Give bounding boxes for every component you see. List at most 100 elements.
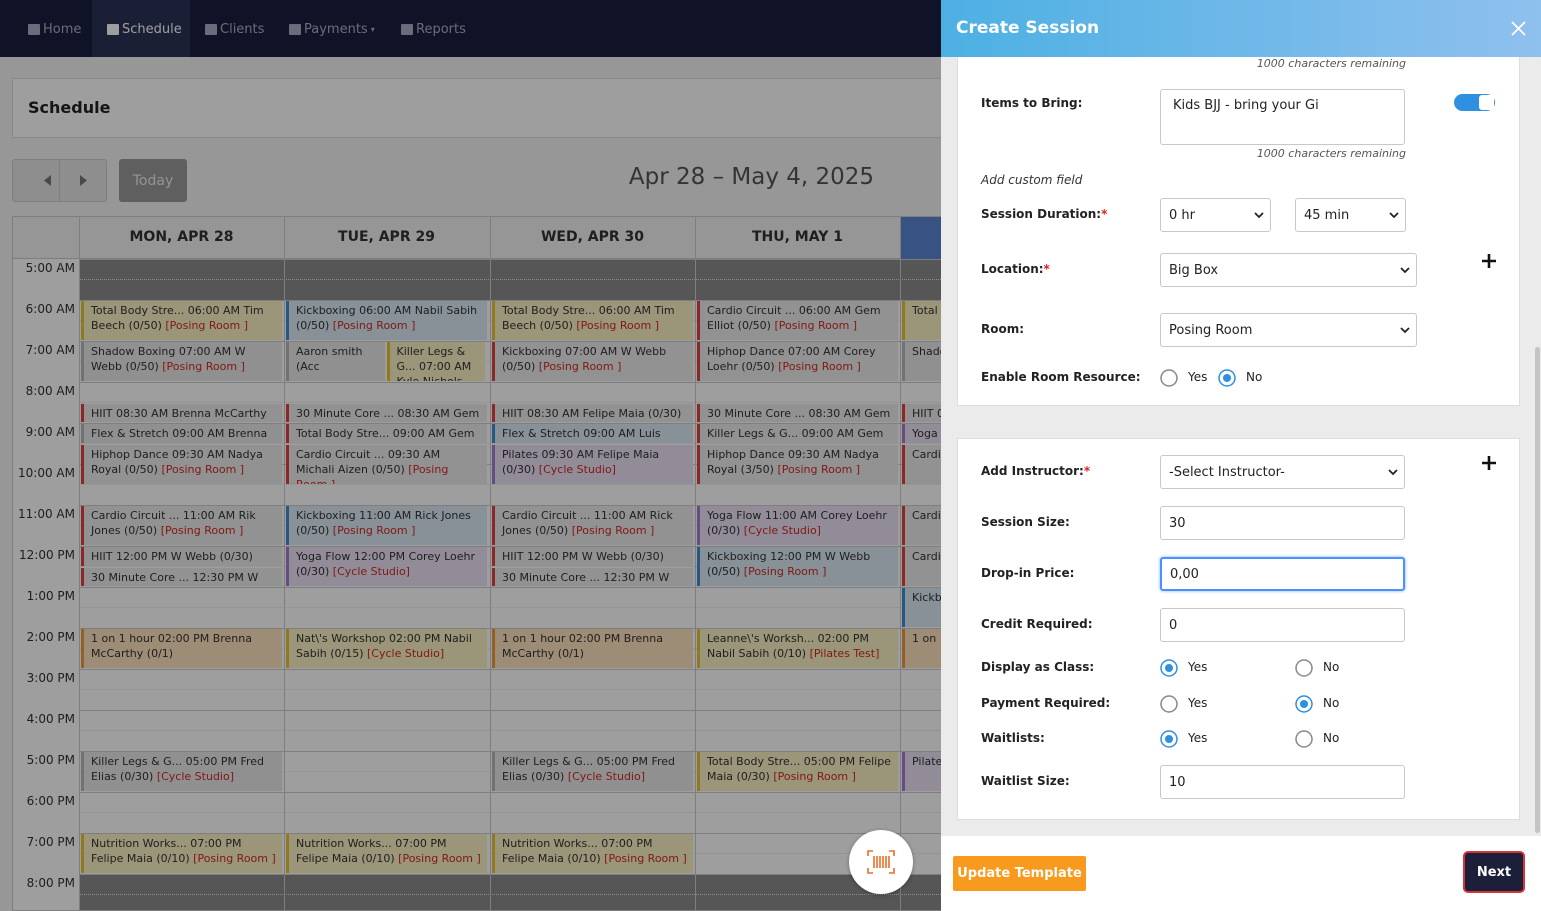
text-input[interactable]: 30 — [1160, 506, 1405, 540]
event[interactable]: HIIT 0 — [902, 403, 951, 422]
event-room: [Posing Room ] — [162, 360, 245, 373]
nav-item[interactable]: Clients — [205, 20, 264, 38]
text-input[interactable]: 0,00 — [1160, 557, 1405, 591]
radio[interactable] — [1159, 694, 1179, 714]
event[interactable]: HIIT 08:30 AM Brenna McCarthy — [81, 403, 282, 422]
barcode-button[interactable] — [849, 830, 913, 894]
custom-field-link[interactable]: Add custom field — [981, 173, 1083, 187]
event[interactable]: Nutrition Works... 07:00 PM Felipe Maia … — [286, 834, 487, 873]
radio[interactable] — [1294, 658, 1314, 678]
event-room: [Posing Room ] — [160, 524, 244, 537]
chevron — [1254, 212, 1264, 219]
input-value: 0 — [1169, 617, 1178, 633]
select-value: -Select Instructor- — [1169, 464, 1285, 480]
event[interactable]: Cardio Circuit ... 09:30 AM Michali Aize… — [286, 444, 487, 484]
half-hour-line — [79, 443, 951, 444]
update-template-button[interactable]: Update Template — [953, 856, 1086, 891]
event[interactable]: Nutrition Works... 07:00 PM Felipe Maia … — [492, 834, 693, 873]
event[interactable]: Killer Legs & G... 09:00 AM Gem — [697, 424, 898, 443]
event[interactable]: HIIT 12:00 PM W Webb (0/30) — [492, 547, 693, 566]
event[interactable]: Kickboxing 06:00 AM Nabil Sabih (0/50) [… — [286, 301, 487, 340]
event[interactable]: 1 on 1 hour 02:00 PM Brenna McCarthy (0/… — [492, 629, 693, 668]
radio[interactable] — [1217, 368, 1237, 388]
event[interactable]: Hiphop Dance 07:00 AM Corey Loehr (0/50)… — [697, 342, 898, 381]
radio[interactable] — [1159, 658, 1179, 678]
event[interactable]: HIIT 12:00 PM W Webb (0/30) — [81, 547, 282, 566]
today-button[interactable]: Today — [119, 159, 187, 202]
field-label: Session Duration:* — [981, 207, 1107, 221]
event[interactable]: Total Body Stre... 09:00 AM Gem — [286, 424, 487, 443]
col-line — [79, 217, 80, 910]
event[interactable]: Total Body Stre... 06:00 AM Tim Beech (0… — [492, 301, 693, 340]
event[interactable]: 30 Minute Core ... 08:30 AM Gem — [286, 403, 487, 422]
event[interactable]: Total Body Stre... 05:00 PM Felipe Maia … — [697, 752, 898, 791]
field-label-text: Room: — [981, 322, 1025, 336]
event[interactable]: Kickboxing 11:00 AM Rick Jones (0/50) [P… — [286, 506, 487, 545]
nav-item[interactable]: Home — [28, 20, 81, 38]
nav-item[interactable]: Reports — [401, 20, 466, 38]
event[interactable]: Shadow Boxing 07:00 AM W Webb (0/50) [Po… — [81, 342, 282, 381]
field-label-text: Session Duration: — [981, 207, 1102, 221]
close-icon — [1511, 21, 1526, 36]
field-label: Waitlists: — [981, 731, 1045, 745]
next-button[interactable]: Next — [1463, 851, 1525, 893]
event[interactable]: Nat\'s Workshop 02:00 PM Nabil Sabih (0/… — [286, 629, 487, 668]
event[interactable]: Killer Legs & G... 07:00 AM Kyle Nichols… — [386, 342, 485, 381]
event[interactable]: 30 Minute Core ... 12:30 PM W — [81, 567, 282, 586]
event[interactable]: HIIT 08:30 AM Felipe Maia (0/30) — [492, 403, 693, 422]
event[interactable]: Nutrition Works... 07:00 PM Felipe Maia … — [81, 834, 282, 873]
page-title: Schedule — [28, 98, 111, 117]
radio[interactable] — [1294, 729, 1314, 749]
field-label-text: Display as Class: — [981, 660, 1095, 674]
radio[interactable] — [1294, 694, 1314, 714]
event[interactable]: Cardio Circuit ... 11:00 AM Rick Jones (… — [492, 506, 693, 545]
radio[interactable] — [1159, 729, 1179, 749]
event[interactable]: Yoga Flow 12:00 PM Corey Loehr (0/30) [C… — [286, 547, 487, 586]
select[interactable]: Big Box — [1160, 253, 1417, 287]
event[interactable]: Aaron smith (Acc — [286, 342, 385, 381]
input-value: 0,00 — [1170, 566, 1199, 582]
nav-item[interactable]: Schedule — [107, 20, 182, 38]
event-room: [Posing Room ] — [332, 319, 416, 332]
time-label: 5:00 PM — [26, 753, 75, 767]
nav-item[interactable]: Payments ▾ — [289, 20, 375, 38]
field-label: Add Instructor:* — [981, 464, 1090, 478]
event-text: Hiphop Dance 07:00 AM Corey Loehr (0/50) — [707, 345, 876, 373]
event[interactable]: Killer Legs & G... 05:00 PM Fred Elias (… — [81, 752, 282, 791]
time-label: 7:00 AM — [25, 343, 75, 357]
select[interactable]: 0 hr — [1160, 198, 1271, 232]
event[interactable]: Cardio Circuit ... 06:00 AM Gem Elliot (… — [697, 301, 898, 340]
event[interactable]: Pilates 09:30 AM Felipe Maia (0/30) [Cyc… — [492, 444, 693, 484]
event-room: [Posing Room ] — [773, 770, 856, 783]
event[interactable]: Kickboxing 07:00 AM W Webb (0/50) [Posin… — [492, 342, 693, 381]
event[interactable]: Flex & Stretch 09:00 AM Luis — [492, 424, 693, 443]
event-text: Total Body Stre... 06:00 AM Tim Beech (0… — [502, 304, 675, 332]
nav-label: Schedule — [122, 21, 182, 37]
select[interactable]: 45 min — [1295, 198, 1406, 232]
radio[interactable] — [1159, 368, 1179, 388]
event[interactable]: Flex & Stretch 09:00 AM Brenna — [81, 424, 282, 443]
event[interactable]: Cardio Circuit ... 11:00 AM Rik Jones (0… — [81, 506, 282, 545]
event[interactable]: 30 Minute Core ... 12:30 PM W — [492, 567, 693, 586]
field-label: Display as Class: — [981, 660, 1094, 674]
event[interactable]: Leanne\'s Worksh... 02:00 PM Nabil Sabih… — [697, 629, 898, 668]
event[interactable]: Yoga Flow 11:00 AM Corey Loehr (0/30) [C… — [697, 506, 898, 545]
text-input[interactable]: 10 — [1160, 765, 1405, 799]
text-input[interactable]: 0 — [1160, 608, 1405, 642]
event[interactable]: Hiphop Dance 09:30 AM Nadya Royal (3/50)… — [697, 444, 898, 484]
field-label: Credit Required: — [981, 617, 1093, 631]
event[interactable]: Total Body Stre... 06:00 AM Tim Beech (0… — [81, 301, 282, 340]
event[interactable]: Kickboxing 12:00 PM W Webb (0/50) [Posin… — [697, 547, 898, 586]
half-hour-line — [79, 689, 951, 690]
items-textarea[interactable]: Kids BJJ - bring your Gi — [1160, 89, 1405, 145]
time-label: 11:00 AM — [18, 507, 75, 521]
event[interactable]: Hiphop Dance 09:30 AM Nadya Royal (0/50)… — [81, 444, 282, 484]
scrollbar — [1535, 347, 1540, 833]
event[interactable]: 30 Minute Core ... 08:30 AM Gem — [697, 403, 898, 422]
select[interactable]: -Select Instructor- — [1160, 455, 1405, 489]
select[interactable]: Posing Room — [1160, 313, 1417, 347]
event[interactable]: 1 on 1 hour 02:00 PM Brenna McCarthy (0/… — [81, 629, 282, 668]
event[interactable]: Killer Legs & G... 05:00 PM Fred Elias (… — [492, 752, 693, 791]
event[interactable]: Yoga — [902, 424, 951, 443]
